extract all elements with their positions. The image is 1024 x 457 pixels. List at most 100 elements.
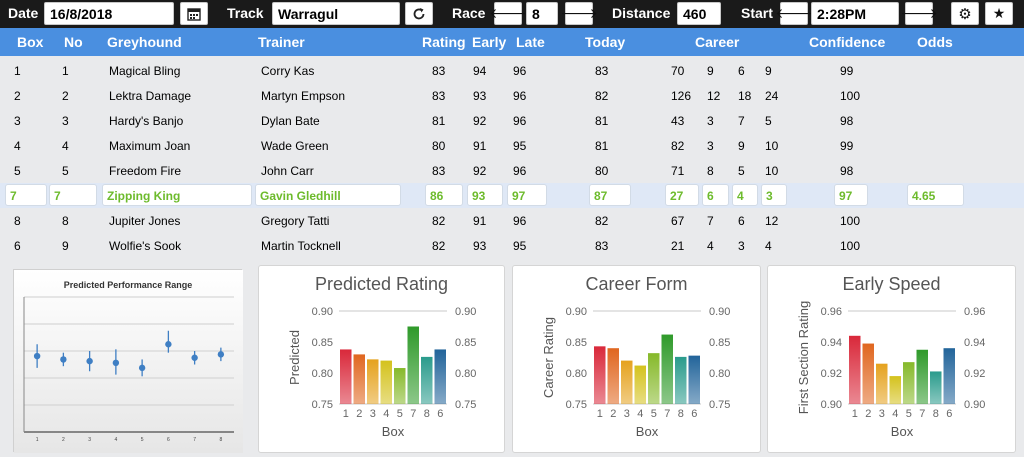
range-point — [60, 356, 67, 363]
col-early[interactable]: Early — [472, 34, 507, 50]
start-prev-button[interactable]: 🡐 — [775, 2, 813, 25]
y-tick-label-left: 0.85 — [312, 337, 333, 349]
distance-label: Distance — [612, 5, 671, 21]
bar — [594, 346, 606, 404]
cell-greyhound[interactable]: Zipping King — [102, 184, 252, 206]
cell-c1[interactable]: 27 — [665, 184, 699, 206]
arrow-right-icon: 🡒 — [560, 5, 598, 21]
col-late[interactable]: Late — [516, 34, 545, 50]
favorite-button[interactable]: ★ — [985, 2, 1013, 25]
cell-no[interactable]: 7 — [49, 184, 97, 206]
bar — [607, 348, 619, 404]
cell-rating[interactable]: 86 — [425, 184, 463, 206]
bar — [634, 365, 646, 404]
cell-box: 4 — [14, 139, 21, 153]
cell-box: 5 — [14, 164, 21, 178]
y-tick-label-right: 0.85 — [709, 337, 730, 349]
col-no[interactable]: No — [64, 34, 83, 50]
race-prev-button[interactable]: 🡐 — [489, 2, 527, 25]
cell-c2: 4 — [707, 239, 714, 253]
range-x-tick-label: 7 — [193, 437, 196, 443]
table-row[interactable]: 8 8 Jupiter Jones Gregory Tatti 82 91 96 82 67 7 6… — [0, 208, 1024, 233]
cell-odds[interactable]: 4.65 — [907, 184, 964, 206]
x-tick-label: 7 — [410, 408, 416, 420]
cell-greyhound: Jupiter Jones — [109, 214, 181, 228]
cell-no: 1 — [62, 64, 69, 78]
x-tick-label: 6 — [691, 408, 697, 420]
chart-title: Predicted Rating — [314, 274, 449, 294]
table-row[interactable]: 2 2 Lektra Damage Martyn Empson 83 93 96 82 126 1… — [0, 83, 1024, 108]
cell-c3[interactable]: 4 — [732, 184, 758, 206]
cell-confidence: 100 — [840, 239, 861, 253]
cell-box[interactable]: 7 — [5, 184, 47, 206]
table-row[interactable]: 6 9 Wolfie's Sook Martin Tocknell 82 93 95 83 21… — [0, 233, 1024, 258]
distance-input[interactable]: 460 — [677, 2, 721, 25]
race-input[interactable]: 8 — [526, 2, 558, 25]
cell-late: 96 — [513, 89, 527, 103]
arrow-left-icon: 🡐 — [489, 5, 527, 21]
cell-c2[interactable]: 6 — [702, 184, 729, 206]
table-row[interactable]: 3 3 Hardy's Banjo Dylan Bate 81 92 96 81 43 3 7 5 98 — [0, 108, 1024, 133]
cell-confidence: 100 — [840, 89, 861, 103]
cell-early[interactable]: 93 — [467, 184, 503, 206]
col-rating[interactable]: Rating — [422, 34, 466, 50]
bar — [889, 376, 901, 404]
cell-late: 96 — [513, 114, 527, 128]
bar — [367, 359, 379, 404]
race-next-button[interactable]: 🡒 — [560, 2, 598, 25]
gear-icon: ⚙ — [958, 5, 972, 23]
y-tick-label-left: 0.75 — [312, 399, 333, 411]
table-row[interactable]: 4 4 Maximum Joan Wade Green 80 91 95 81 82 3 9 10 99 — [0, 133, 1024, 158]
cell-c3: 9 — [738, 139, 745, 153]
col-trainer[interactable]: Trainer — [258, 34, 305, 50]
x-tick-label: 6 — [946, 408, 952, 420]
track-input[interactable]: Warragul — [272, 2, 400, 25]
early-speed-panel: Early Speed 0.96 0.96 0.94 0.94 0.92 0.92 0.90… — [767, 265, 1016, 453]
cell-confidence: 98 — [840, 164, 854, 178]
range-point — [138, 364, 146, 372]
cell-rating: 82 — [432, 214, 446, 228]
y-tick-label-right: 0.80 — [455, 368, 476, 380]
cell-rating: 83 — [432, 89, 446, 103]
y-tick-label-left: 0.92 — [821, 368, 842, 380]
cell-no: 3 — [62, 114, 69, 128]
table-row[interactable]: 5 5 Freedom Fire John Carr 83 92 96 80 71 8 5 10 98 — [0, 158, 1024, 183]
col-today[interactable]: Today — [585, 34, 626, 50]
col-box[interactable]: Box — [17, 34, 44, 50]
range-point — [191, 354, 198, 361]
cell-rating: 83 — [432, 64, 446, 78]
table-row[interactable]: 7 7 Zipping King Gavin Gledhill 86 93 97 87 27 6 4… — [0, 183, 1024, 208]
settings-button[interactable]: ⚙ — [951, 2, 979, 25]
bar — [394, 368, 406, 404]
cell-late[interactable]: 97 — [507, 184, 547, 206]
cell-trainer[interactable]: Gavin Gledhill — [255, 184, 401, 206]
date-input[interactable]: 16/8/2018 — [44, 2, 174, 25]
toolbar: Date 16/8/2018 Track Warragul Race 🡐 8 🡒… — [0, 0, 1024, 28]
bar — [876, 363, 888, 404]
cell-confidence: 99 — [840, 139, 854, 153]
cell-no: 9 — [62, 239, 69, 253]
cell-today[interactable]: 87 — [589, 184, 631, 206]
start-time-input[interactable]: 2:28PM — [811, 2, 899, 25]
cell-box: 6 — [14, 239, 21, 253]
x-tick-label: 5 — [651, 408, 657, 420]
cell-c4[interactable]: 3 — [761, 184, 787, 206]
performance-range-chart: Predicted Performance Range 1 2 3 4 5 6 7 8 — [13, 269, 243, 453]
x-tick-label: 2 — [356, 408, 362, 420]
refresh-button[interactable] — [405, 2, 433, 25]
col-odds[interactable]: Odds — [917, 34, 953, 50]
cell-trainer: Corry Kas — [261, 64, 315, 78]
range-point — [165, 341, 172, 348]
early-speed-chart: 0.96 0.96 0.94 0.94 0.92 0.92 0.90 0.90 First Se… — [796, 301, 985, 439]
cell-c3: 6 — [738, 214, 745, 228]
cell-c1: 67 — [671, 214, 685, 228]
cell-early: 94 — [473, 64, 487, 78]
x-tick-label: 4 — [637, 408, 643, 420]
calendar-button[interactable] — [180, 2, 208, 25]
start-next-button[interactable]: 🡒 — [900, 2, 938, 25]
table-row[interactable]: 1 1 Magical Bling Corry Kas 83 94 96 83 70 9 6 9 99 — [0, 58, 1024, 83]
cell-confidence[interactable]: 97 — [834, 184, 868, 206]
col-greyhound[interactable]: Greyhound — [107, 34, 182, 50]
col-career[interactable]: Career — [695, 34, 740, 50]
col-confidence[interactable]: Confidence — [809, 34, 886, 50]
